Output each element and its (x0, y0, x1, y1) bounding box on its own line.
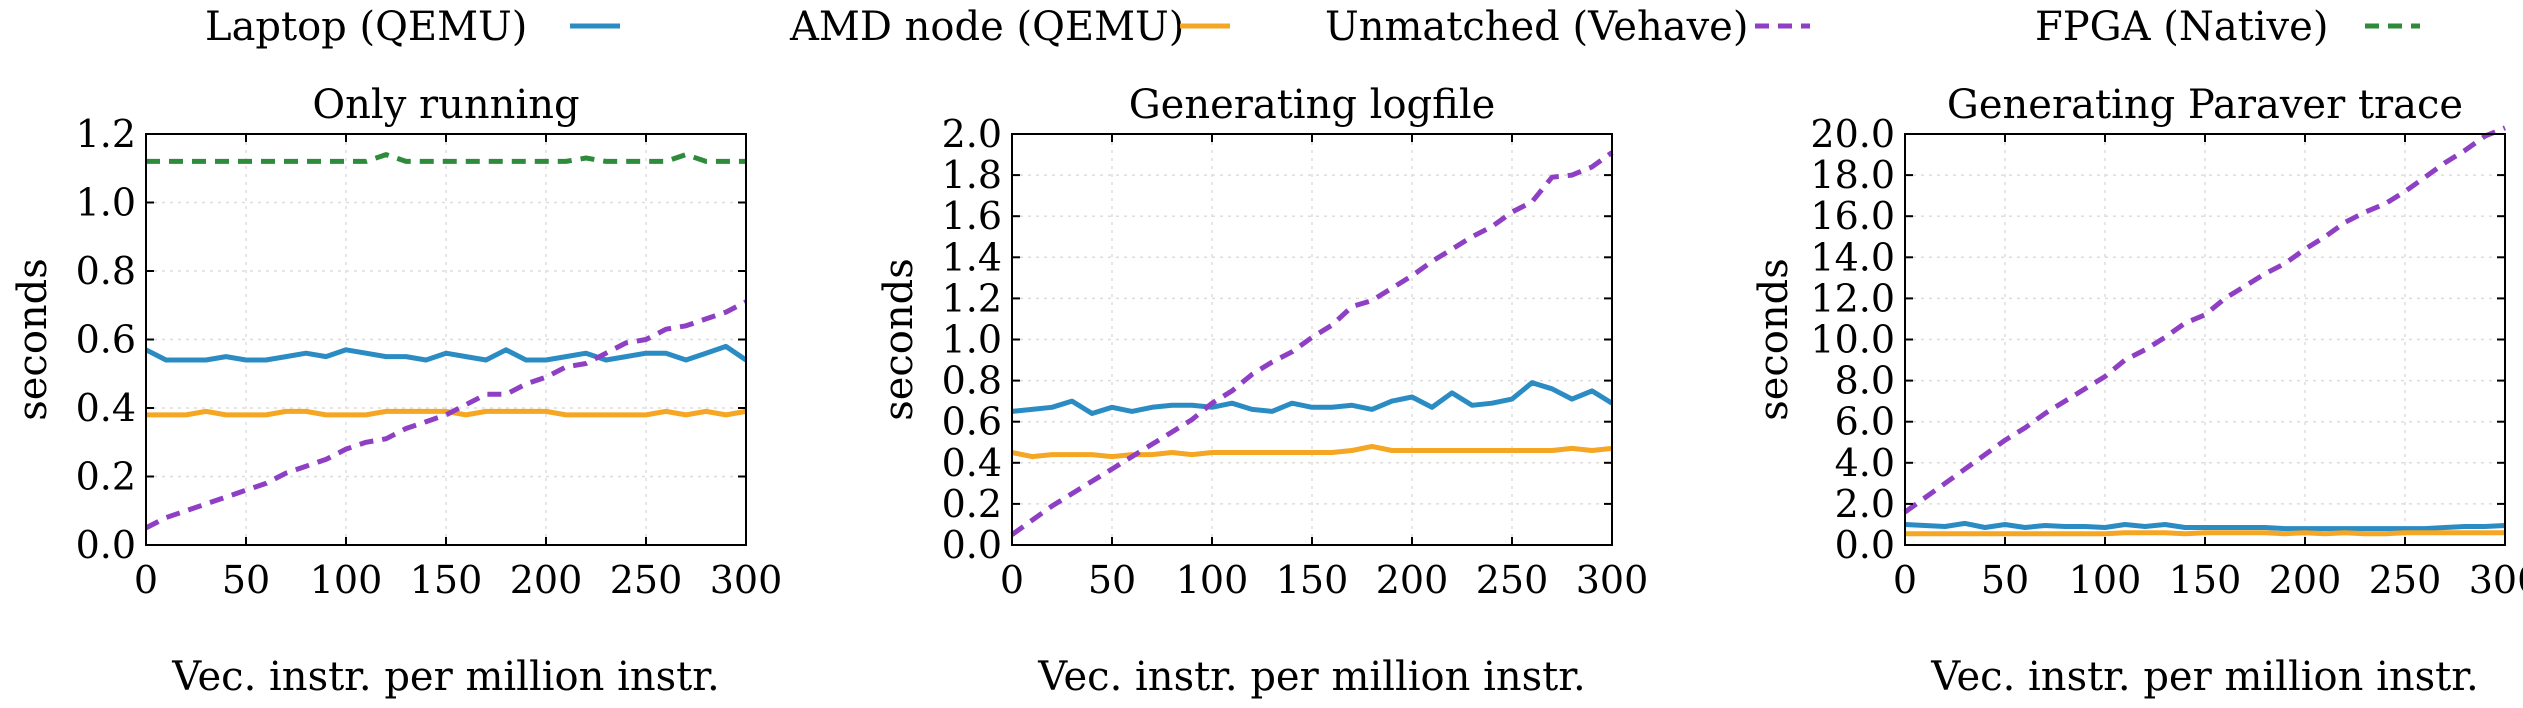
x-tick-label: 0 (1893, 558, 1917, 602)
y-tick-label: 4.0 (1835, 441, 1895, 485)
y-tick-label: 1.4 (942, 235, 1002, 279)
series-line-laptop-qemu (1011, 380, 1614, 416)
y-tick-label: 0.0 (1835, 523, 1895, 567)
y-tick-label: 1.6 (942, 194, 1002, 238)
series-line-laptop-qemu (144, 343, 748, 363)
panel-generating-paraver-trace: 0 50 100 150 200 250 300 0.02.04.06.08.010.012.… (1751, 82, 2523, 700)
x-tick-label: 200 (510, 558, 583, 602)
y-tick-label: 0.8 (942, 359, 1002, 403)
x-axis-label: Vec. instr. per million instr. (1037, 654, 1585, 700)
y-tick-label: 0.2 (942, 482, 1002, 526)
x-tick-label: 100 (2069, 558, 2142, 602)
y-tick-label: 16.0 (1810, 194, 1895, 238)
y-tick-label: 1.0 (76, 181, 136, 225)
x-axis-label: Vec. instr. per million instr. (171, 654, 719, 700)
y-axis-label: seconds (1751, 258, 1797, 421)
x-tick-label: 250 (610, 558, 683, 602)
y-axis-label: seconds (876, 258, 922, 421)
panel-generating-logfile: 0 50 100 150 200 250 3000.00.20.40.60.81.01.21… (876, 82, 1648, 700)
legend-item-unmatched: Unmatched (Vehave) (1325, 4, 1810, 50)
y-tick-label: 18.0 (1810, 153, 1895, 197)
x-tick-label: 250 (2369, 558, 2442, 602)
x-tick-label: 100 (1176, 558, 1249, 602)
series-line-amd-node-qemu (1905, 530, 2505, 537)
y-axis-label: seconds (10, 258, 56, 421)
legend-label-amd: AMD node (QEMU) (789, 4, 1184, 50)
y-tick-label: 0.0 (942, 523, 1002, 567)
legend-item-fpga: FPGA (Native) (2035, 4, 2420, 50)
x-tick-label: 0 (134, 558, 158, 602)
y-tick-label: 0.4 (942, 441, 1002, 485)
series-line-unmatched-vehave (144, 299, 748, 531)
x-tick-label: 300 (1576, 558, 1649, 602)
x-tick-label: 300 (710, 558, 783, 602)
x-tick-label: 50 (222, 558, 270, 602)
x-tick-label: 50 (1981, 558, 2029, 602)
y-tick-label: 0.0 (76, 523, 136, 567)
series-line-unmatched-vehave (1010, 150, 1614, 537)
legend-item-amd: AMD node (QEMU) (789, 4, 1230, 50)
legend-item-laptop: Laptop (QEMU) (205, 4, 620, 50)
x-tick-label: 150 (2169, 558, 2242, 602)
series-line-amd-node-qemu (146, 408, 747, 418)
y-tick-label: 12.0 (1810, 276, 1895, 320)
y-tick-label: 0.8 (76, 249, 136, 293)
panel-title: Generating Paraver trace (1947, 82, 2463, 128)
y-tick-label: 6.0 (1835, 400, 1895, 444)
legend: Laptop (QEMU) AMD node (QEMU) Unmatched … (205, 4, 2420, 50)
x-tick-label: 150 (1276, 558, 1349, 602)
x-tick-label: 50 (1088, 558, 1136, 602)
legend-label-laptop: Laptop (QEMU) (205, 4, 527, 50)
y-tick-label: 1.2 (942, 276, 1002, 320)
x-tick-label: 100 (310, 558, 383, 602)
y-tick-label: 8.0 (1835, 359, 1895, 403)
x-tick-label: 0 (1000, 558, 1024, 602)
x-tick-label: 250 (1476, 558, 1549, 602)
panel-title: Generating logfile (1129, 82, 1496, 128)
x-tick-label: 200 (1376, 558, 1449, 602)
y-tick-label: 10.0 (1810, 318, 1895, 362)
series-line-laptop-qemu (1904, 520, 2506, 532)
series-line-unmatched-vehave (1903, 125, 2506, 515)
y-tick-label: 1.2 (76, 112, 136, 156)
y-tick-label: 2.0 (942, 112, 1002, 156)
panel-only-running: 0 50 100 150 200 250 300 0.0 0.2 0.4 0.6 0.8 1.0 1.2 O… (10, 82, 782, 700)
y-tick-label: 0.6 (942, 400, 1002, 444)
y-tick-label: 1.0 (942, 318, 1002, 362)
x-tick-label: 200 (2269, 558, 2342, 602)
series-line-amd-node-qemu (1011, 443, 1613, 460)
y-tick-label: 0.2 (76, 455, 136, 499)
series-line-fpga-native (146, 152, 746, 164)
y-tick-label: 0.4 (76, 386, 136, 430)
x-tick-label: 300 (2469, 558, 2523, 602)
y-tick-label: 1.8 (942, 153, 1002, 197)
legend-label-fpga: FPGA (Native) (2035, 4, 2328, 50)
panel-title: Only running (312, 82, 579, 128)
y-tick-label: 2.0 (1835, 482, 1895, 526)
y-tick-label: 14.0 (1810, 235, 1895, 279)
x-tick-label: 150 (410, 558, 483, 602)
x-axis-label: Vec. instr. per million instr. (1930, 654, 2478, 700)
y-tick-label: 20.0 (1810, 112, 1895, 156)
legend-label-unmatched: Unmatched (Vehave) (1325, 4, 1748, 50)
y-tick-label: 0.6 (76, 318, 136, 362)
